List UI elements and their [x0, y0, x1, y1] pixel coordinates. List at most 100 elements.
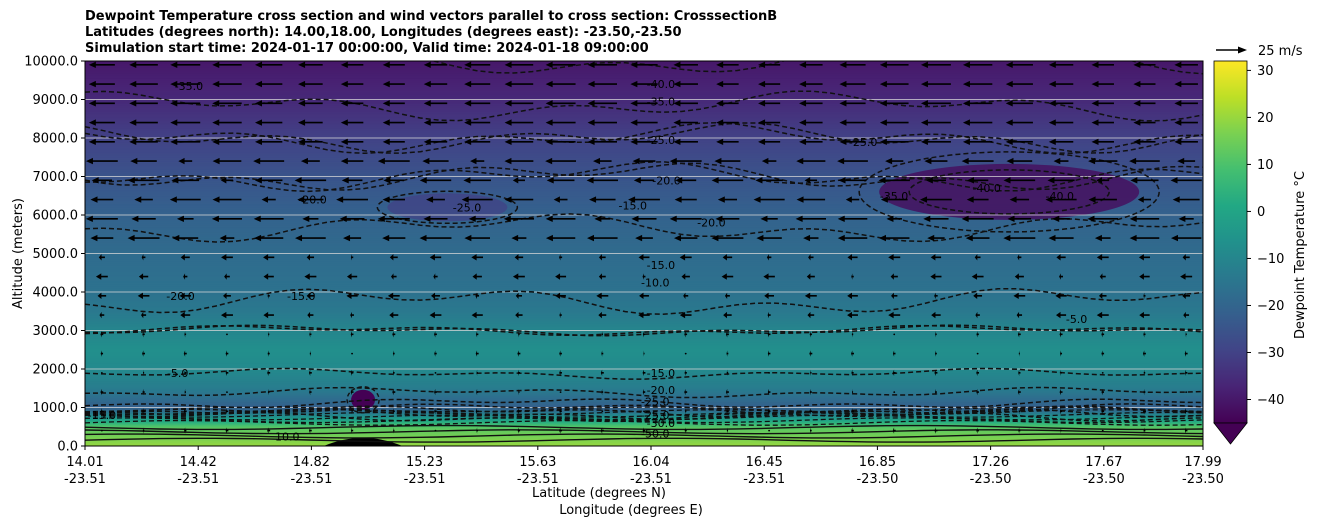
wind-vector	[298, 80, 323, 88]
wind-vector	[559, 254, 563, 261]
wind-vector	[90, 196, 114, 203]
wind-vector	[504, 157, 534, 165]
dewpoint-band	[85, 149, 1203, 153]
wind-vector	[716, 61, 739, 69]
wind-vector	[343, 234, 362, 242]
wind-vector	[971, 273, 984, 280]
wind-vector	[253, 157, 285, 165]
wind-vector	[851, 273, 854, 280]
wind-vector	[1101, 350, 1105, 357]
wind-vector	[839, 100, 866, 107]
wind-vector	[1060, 350, 1063, 357]
dewpoint-band	[85, 130, 1203, 133]
wind-vector	[504, 138, 534, 146]
wind-vector	[1005, 138, 1033, 146]
wind-vector	[892, 369, 896, 377]
wind-vector	[559, 408, 562, 415]
contour-line	[85, 414, 1203, 421]
wind-vector	[758, 119, 781, 126]
dewpoint-band	[85, 116, 1203, 120]
wind-vector	[1143, 388, 1146, 396]
wind-vector	[129, 80, 158, 88]
wind-vector	[726, 369, 729, 377]
wind-vector	[847, 292, 858, 300]
wind-vector	[267, 292, 270, 300]
dewpoint-band	[85, 151, 1203, 154]
wind-vector	[211, 215, 243, 223]
wind-vector	[851, 427, 854, 434]
wind-vector	[390, 273, 397, 280]
wind-vector	[1048, 61, 1074, 69]
dewpoint-band	[85, 311, 1203, 314]
wind-vector	[1052, 215, 1070, 223]
chart-title-line-1: Dewpoint Temperature cross section and w…	[85, 9, 778, 24]
wind-vector	[630, 100, 658, 107]
wind-vector	[142, 369, 145, 377]
wind-vector	[1143, 369, 1146, 377]
x-tick-label-lon: -23.51	[290, 472, 332, 487]
wind-vector	[1139, 273, 1150, 280]
wind-vector	[134, 196, 153, 203]
dewpoint-band	[85, 218, 1203, 222]
wind-vector	[761, 157, 777, 165]
wind-vector	[545, 119, 576, 126]
dewpoint-band	[85, 215, 1203, 218]
y-tick-label: 3000.0	[33, 324, 79, 339]
wind-vector	[893, 408, 896, 415]
wind-vector	[851, 331, 854, 338]
wind-vector	[726, 427, 729, 434]
wind-vector	[934, 427, 938, 434]
wind-vector	[298, 138, 323, 146]
wind-vector	[586, 177, 619, 184]
dewpoint-band	[85, 170, 1203, 174]
wind-vector	[1048, 138, 1074, 146]
dewpoint-band	[85, 232, 1203, 235]
wind-vector	[504, 80, 534, 88]
wind-vector	[1047, 177, 1075, 184]
wind-vector	[170, 80, 201, 88]
dewpoint-band	[85, 330, 1203, 334]
wind-vector	[419, 234, 452, 242]
wind-vector	[559, 333, 562, 336]
wind-vector	[962, 80, 993, 88]
wind-vector	[172, 234, 199, 242]
wind-vector	[100, 429, 103, 432]
wind-vector	[1184, 427, 1188, 434]
wind-vector	[756, 234, 782, 242]
wind-vector	[1143, 427, 1146, 434]
wind-vector	[1088, 157, 1118, 165]
dewpoint-band	[85, 442, 1203, 445]
wind-vector	[1018, 408, 1021, 415]
wind-vector	[809, 331, 812, 338]
dewpoint-band	[85, 68, 1203, 72]
wind-vector	[382, 119, 405, 126]
dewpoint-band	[85, 336, 1203, 339]
wind-vector	[630, 119, 658, 126]
plot-area: -35.0 -40.0-35.0-25.0-20.0-15.0-15.0-10.0…	[85, 61, 1203, 446]
wind-vector	[504, 61, 534, 69]
dewpoint-band	[85, 424, 1203, 428]
y-tick-label: 8000.0	[33, 132, 79, 147]
wind-vector	[1006, 157, 1033, 165]
wind-vector	[341, 177, 363, 184]
wind-vector	[302, 215, 319, 223]
dewpoint-band	[85, 440, 1203, 443]
dewpoint-band	[85, 282, 1203, 285]
wind-vector	[387, 292, 400, 300]
wind-vector	[966, 177, 989, 184]
wind-vector	[253, 215, 284, 223]
wind-vector	[976, 427, 979, 434]
dewpoint-band	[85, 66, 1203, 70]
wind-vector	[976, 331, 979, 338]
dewpoint-band	[85, 386, 1203, 389]
wind-vector	[545, 100, 576, 107]
wind-vector	[1142, 408, 1146, 415]
wind-vector	[1055, 311, 1067, 319]
x-tick-label-lat: 17.99	[1184, 455, 1221, 470]
wind-vector	[350, 427, 354, 434]
wind-vector	[298, 100, 323, 107]
wind-vector	[1094, 234, 1111, 242]
quiver-key: 25 m/s	[1216, 44, 1303, 59]
wind-vector	[263, 273, 274, 280]
dewpoint-band	[85, 363, 1203, 366]
